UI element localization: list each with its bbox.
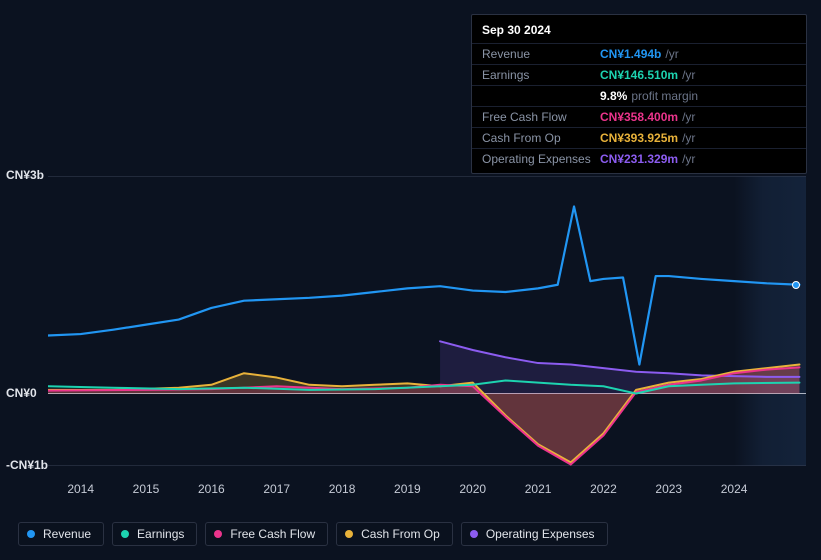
tooltip-row-unit: /yr [665,46,678,62]
legend-swatch [345,530,353,538]
y-axis-label: CN¥0 [6,386,37,400]
x-axis-label: 2017 [263,482,290,496]
tooltip-row-label: Cash From Op [482,130,600,146]
tooltip-row: Free Cash FlowCN¥358.400m/yr [472,106,806,127]
tooltip-date: Sep 30 2024 [472,19,806,43]
tooltip-row: EarningsCN¥146.510m/yr [472,64,806,85]
y-axis-label: -CN¥1b [6,458,48,472]
tooltip-row-unit: /yr [682,151,695,167]
y-axis-label: CN¥3b [6,168,44,182]
tooltip-row: 9.8%profit margin [472,85,806,106]
tooltip-row-value: CN¥146.510m [600,67,678,83]
legend-swatch [470,530,478,538]
legend-label: Revenue [43,527,91,541]
tooltip-row-label: Operating Expenses [482,151,600,167]
tooltip-row-unit: /yr [682,109,695,125]
x-axis-label: 2024 [721,482,748,496]
x-axis-label: 2022 [590,482,617,496]
legend-swatch [214,530,222,538]
tooltip-row-value: 9.8% [600,88,627,104]
legend-item[interactable]: Cash From Op [336,522,453,546]
legend-item[interactable]: Earnings [112,522,197,546]
tooltip-row-value: CN¥231.329m [600,151,678,167]
legend-item[interactable]: Operating Expenses [461,522,608,546]
x-axis-label: 2014 [67,482,94,496]
legend-label: Earnings [137,527,184,541]
x-axis-label: 2015 [133,482,160,496]
tooltip-row-unit: /yr [682,67,695,83]
tooltip-row-value: CN¥358.400m [600,109,678,125]
legend-label: Cash From Op [361,527,440,541]
tooltip-row: Operating ExpensesCN¥231.329m/yr [472,148,806,169]
tooltip-row-label: Revenue [482,46,600,62]
x-axis: 2014 2015 2016 2017 2018 2019 2020 2021 2022 2023… [18,482,821,498]
tooltip-row-label: Earnings [482,67,600,83]
legend-swatch [27,530,35,538]
x-axis-label: 2021 [525,482,552,496]
financial-chart[interactable] [48,176,806,466]
x-axis-label: 2016 [198,482,225,496]
legend-item[interactable]: Free Cash Flow [205,522,328,546]
tooltip-row-value: CN¥1.494b [600,46,661,62]
x-axis-label: 2019 [394,482,421,496]
legend-swatch [121,530,129,538]
legend-item[interactable]: Revenue [18,522,104,546]
tooltip-row-unit: profit margin [631,88,698,104]
x-axis-label: 2018 [329,482,356,496]
tooltip-row-label: Free Cash Flow [482,109,600,125]
legend-label: Free Cash Flow [230,527,315,541]
tooltip-row-unit: /yr [682,130,695,146]
series-end-marker [792,281,800,289]
chart-legend: Revenue Earnings Free Cash Flow Cash From O… [18,522,608,546]
tooltip-row: Cash From OpCN¥393.925m/yr [472,127,806,148]
tooltip-row: RevenueCN¥1.494b/yr [472,43,806,64]
tooltip-row-value: CN¥393.925m [600,130,678,146]
data-tooltip: Sep 30 2024 RevenueCN¥1.494b/yrEarningsC… [471,14,807,174]
legend-label: Operating Expenses [486,527,595,541]
x-axis-label: 2020 [459,482,486,496]
x-axis-label: 2023 [655,482,682,496]
tooltip-row-label [482,88,600,104]
